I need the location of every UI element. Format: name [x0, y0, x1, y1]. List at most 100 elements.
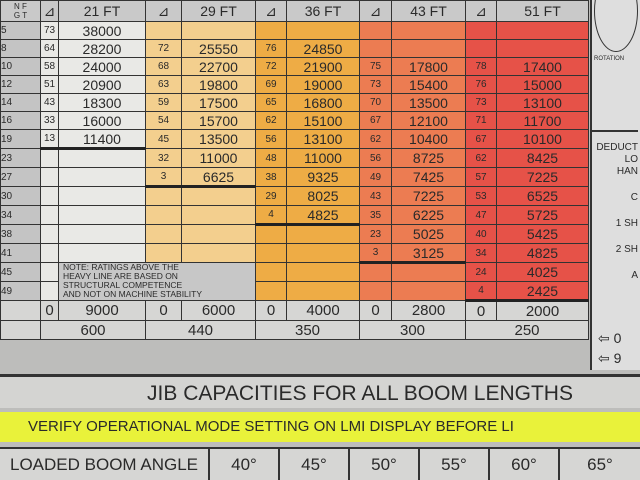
note-line: STRUCTURAL COMPETENCE — [63, 280, 183, 290]
angle-cell — [40, 224, 59, 244]
capacity-cell: 22700 — [181, 57, 256, 76]
capacity-cell: 15100 — [286, 111, 360, 130]
capacity-cell: 15400 — [391, 75, 466, 94]
angle-cell: 4 — [465, 281, 497, 302]
angle-cell: 48 — [255, 148, 287, 168]
capacity-cell — [58, 243, 146, 263]
capacity-cell: 5425 — [496, 224, 589, 244]
capacity-cell: 19800 — [181, 75, 256, 94]
bottom-value-cell: 300 — [359, 320, 466, 340]
radius-cell: 45 — [0, 262, 41, 282]
bottom-capacity-cell: 2800 — [391, 300, 466, 321]
chart-row: 23 32 11000 48 11000 56 8725 62 8425 — [0, 148, 589, 168]
bottom-capacity-cell: 2000 — [496, 300, 589, 321]
capacity-cell: 6625 — [181, 167, 256, 188]
radius-cell: 49 — [0, 281, 41, 301]
capacity-cell: 11000 — [286, 148, 360, 168]
angle-cell: 54 — [145, 111, 182, 130]
angle-cell: 29 — [255, 186, 287, 206]
angle-cell: 24 — [465, 262, 497, 282]
capacity-cell: 9325 — [286, 167, 360, 187]
angle-cell: 73 — [359, 75, 392, 94]
capacity-cell — [286, 281, 360, 301]
capacity-cell — [58, 148, 146, 168]
boom-angle-label: LOADED BOOM ANGLE — [0, 449, 210, 480]
chart-row: 41 3 3125 34 4825 — [0, 243, 589, 264]
capacity-cell: 5725 — [496, 205, 589, 225]
angle-cell: 51 — [40, 75, 59, 94]
side-item: C — [630, 192, 638, 203]
angle-cell: 13 — [40, 129, 59, 150]
angle-cell: 75 — [359, 57, 392, 76]
angle-cell: 35 — [359, 205, 392, 225]
capacity-cell: 17400 — [496, 57, 589, 76]
capacity-cell: 4825 — [496, 243, 589, 263]
capacity-cell: 15000 — [496, 75, 589, 94]
angle-cell — [40, 281, 59, 301]
structural-note: NOTE: RATINGS ABOVE THE HEAVY LINE ARE B… — [59, 263, 255, 299]
angle-cell — [465, 39, 497, 58]
capacity-cell — [181, 21, 256, 40]
boom-length-header: 51 FT — [496, 0, 589, 22]
angle-cell: 59 — [145, 93, 182, 112]
bottom-row-1: 0 9000 0 6000 0 4000 0 2800 0 2000 — [0, 300, 589, 321]
capacity-cell: 13500 — [181, 129, 256, 149]
boom-length-header: 36 FT — [286, 0, 360, 22]
capacity-cell: 18300 — [58, 93, 146, 112]
ngt-top: N F — [14, 2, 27, 11]
radius-cell: 5 — [0, 21, 41, 40]
bottom-value-cell: 350 — [255, 320, 360, 340]
chart-row: 49 4 2425 — [0, 281, 589, 302]
angle-cell: 4 — [255, 205, 287, 226]
capacity-cell: 8025 — [286, 186, 360, 206]
bottom-capacity-cell: 9000 — [58, 300, 146, 321]
radius-cell: 10 — [0, 57, 41, 76]
capacity-cell: 25550 — [181, 39, 256, 58]
angle-cell: 72 — [145, 39, 182, 58]
capacity-cell: 11000 — [181, 148, 256, 168]
capacity-cell — [58, 167, 146, 187]
angle-cell — [255, 224, 287, 244]
capacity-cell: 24850 — [286, 39, 360, 58]
angle-cell: 40 — [465, 224, 497, 244]
capacity-cell: 7225 — [496, 167, 589, 187]
chart-row: 38 23 5025 40 5425 — [0, 224, 589, 244]
capacity-cell: 6225 — [391, 205, 466, 225]
capacity-cell: 7425 — [391, 167, 466, 187]
angle-cell: 58 — [40, 57, 59, 76]
capacity-cell: 17500 — [181, 93, 256, 112]
chart-row: 14 43 18300 59 17500 65 16800 70 13500 73 13100 — [0, 93, 589, 112]
verify-banner: VERIFY OPERATIONAL MODE SETTING ON LMI D… — [0, 412, 640, 442]
radius-cell: 19 — [0, 129, 41, 149]
angle-cell: 38 — [255, 167, 287, 187]
capacity-cell — [391, 281, 466, 301]
angle-cell: 69 — [255, 75, 287, 94]
angle-cell: 49 — [359, 167, 392, 187]
bottom-value-cell: 440 — [145, 320, 256, 340]
radius-cell: 34 — [0, 205, 41, 225]
capacity-cell: 28200 — [58, 39, 146, 58]
angle-cell — [255, 281, 287, 301]
capacity-cell — [391, 21, 466, 40]
radius-cell: 30 — [0, 186, 41, 206]
angle-cell — [359, 39, 392, 58]
boom-angle-value: 55° — [420, 449, 490, 480]
angle-cell: 76 — [255, 39, 287, 58]
angle-cell: 76 — [465, 75, 497, 94]
capacity-cell: 4025 — [496, 262, 589, 282]
angle-cell: 70 — [359, 93, 392, 112]
capacity-cell: 2425 — [496, 281, 589, 302]
bottom-angle-cell: 0 — [255, 300, 287, 321]
chart-row: 8 64 28200 72 25550 76 24850 — [0, 39, 589, 58]
capacity-cell — [286, 21, 360, 40]
angle-cell — [40, 262, 59, 282]
bottom-angle-cell: 0 — [465, 300, 497, 321]
chart-row: 27 3 6625 38 9325 49 7425 57 7225 — [0, 167, 589, 188]
capacity-cell: 21900 — [286, 57, 360, 76]
angle-cell: 62 — [255, 111, 287, 130]
boom-angle-row: LOADED BOOM ANGLE 40° 45° 50° 55° 60° 65… — [0, 447, 640, 480]
arrow-left-icon: ⇦ 0 — [598, 330, 622, 346]
angle-cell: 47 — [465, 205, 497, 225]
capacity-cell: 16800 — [286, 93, 360, 112]
angle-cell — [145, 205, 182, 225]
